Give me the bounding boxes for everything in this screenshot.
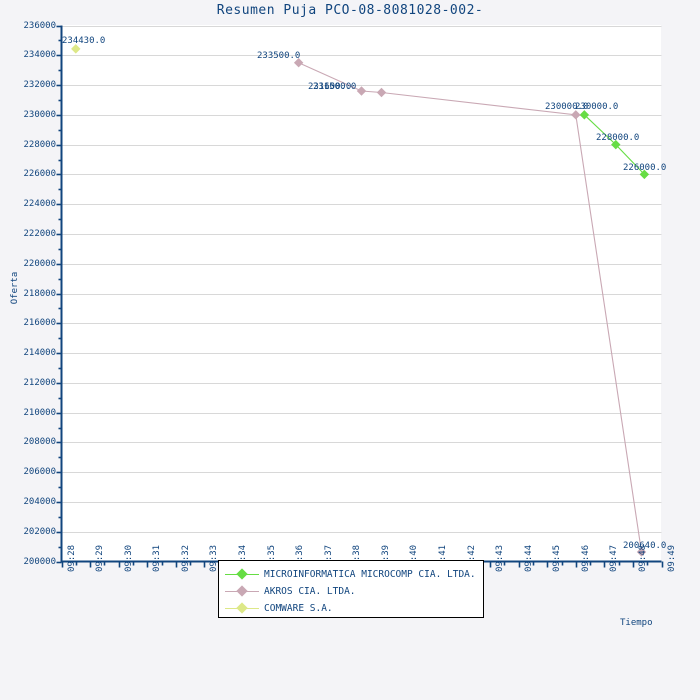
y-tick-label: 206000 [23, 466, 56, 477]
chart-legend: MICROINFORMATICA MICROCOMP CIA. LTDA. AKR… [218, 560, 484, 618]
y-tick-label: 208000 [23, 436, 56, 447]
y-tick-label: 204000 [23, 496, 56, 507]
legend-item-label: MICROINFORMATICA MICROCOMP CIA. LTDA. [264, 568, 476, 580]
y-axis-title: Oferta [10, 271, 20, 305]
legend-item-label: AKROS CIA. LTDA. [264, 585, 356, 597]
data-point-label: 231600.0 [308, 82, 352, 92]
legend-marker-icon [225, 602, 259, 614]
data-point-label: 230000.0 [575, 102, 619, 112]
data-point-label: 226000.0 [623, 163, 667, 173]
data-series-lines [298, 62, 645, 553]
x-axis-title: Tiempo [620, 618, 653, 628]
x-tick-label: 09:44 [523, 544, 534, 572]
x-tick-label: 09:47 [608, 544, 619, 572]
legend-marker-icon [225, 568, 259, 580]
data-point-label: 231500.0 [313, 82, 357, 92]
y-tick-label: 224000 [23, 198, 56, 209]
legend-marker-icon [225, 585, 259, 597]
x-tick-label: 09:43 [494, 544, 505, 572]
gridlines [61, 26, 662, 533]
data-point-label: 233500.0 [257, 51, 301, 61]
y-tick-label: 230000 [23, 109, 56, 120]
y-tick-label: 210000 [23, 407, 56, 418]
y-tick-label: 202000 [23, 526, 56, 537]
x-tick-label: 09:28 [66, 544, 77, 572]
data-point-label: 230000.0 [545, 102, 589, 112]
y-tick-label: 232000 [23, 79, 56, 90]
legend-item-label: COMWARE S.A. [264, 602, 333, 614]
legend-item[interactable]: AKROS CIA. LTDA. [225, 582, 356, 600]
data-point-label: 234430.0 [62, 36, 106, 46]
x-tick-label: 09:33 [208, 544, 219, 572]
y-tick-label: 220000 [23, 258, 56, 269]
x-tick-label: 09:32 [180, 544, 191, 572]
data-point-label: 200640.0 [623, 541, 667, 551]
y-tick-label: 214000 [23, 347, 56, 358]
x-tick-label: 09:30 [123, 544, 134, 572]
y-tick-label: 216000 [23, 317, 56, 328]
y-tick-label: 222000 [23, 228, 56, 239]
y-tick-label: 218000 [23, 288, 56, 299]
legend-item[interactable]: MICROINFORMATICA MICROCOMP CIA. LTDA. [225, 565, 476, 583]
data-series-markers [71, 44, 650, 557]
x-tick-label: 09:29 [94, 544, 105, 572]
plot-area-background [61, 25, 661, 561]
legend-item[interactable]: COMWARE S.A. [225, 599, 333, 617]
y-tick-label: 200000 [23, 556, 56, 567]
y-tick-label: 212000 [23, 377, 56, 388]
x-tick-label: 09:46 [580, 544, 591, 572]
data-point-label: 228000.0 [596, 133, 640, 143]
x-tick-label: 09:31 [151, 544, 162, 572]
y-tick-label: 226000 [23, 168, 56, 179]
x-tick-label: 09:49 [666, 544, 677, 572]
chart-title: Resumen Puja PCO-08-8081028-002- [216, 3, 484, 18]
y-tick-label: 234000 [23, 49, 56, 60]
y-tick-label: 236000 [23, 20, 56, 31]
x-tick-label: 09:45 [551, 544, 562, 572]
y-tick-label: 228000 [23, 139, 56, 150]
